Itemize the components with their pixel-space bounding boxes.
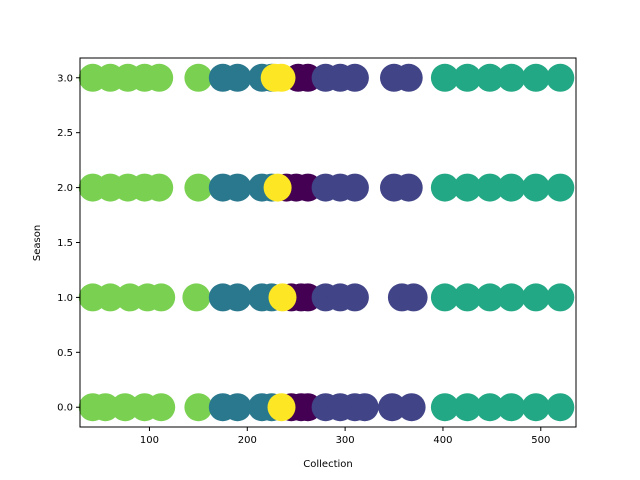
scatter-point-teal (521, 283, 550, 312)
scatter-point-teal (453, 283, 482, 312)
y-axis: 0.0 0.5 1.0 1.5 2.0 2.5 3.0 (57, 73, 80, 414)
scatter-point-teal (521, 173, 550, 202)
scatter-point-teal (521, 63, 550, 92)
scatter-point-teal (475, 393, 504, 422)
scatter-point-teal (430, 173, 459, 202)
scatter-point-yellow (267, 393, 296, 422)
scatter-point-teal (475, 173, 504, 202)
scatter-point-teal (546, 393, 575, 422)
x-axis: 100 200 300 400 500 (140, 427, 550, 446)
y-tick-label: 3.0 (57, 73, 73, 84)
y-tick-label: 1.0 (57, 293, 73, 304)
scatter-point-indigo (340, 283, 369, 312)
scatter-point-light_green (147, 393, 176, 422)
points-layer (78, 63, 575, 422)
scatter-point-light_green (184, 393, 213, 422)
scatter-point-teal (497, 393, 526, 422)
x-tick-label: 100 (140, 435, 159, 446)
scatter-point-blue (223, 63, 252, 92)
scatter-point-light_green (184, 173, 213, 202)
scatter-point-indigo (397, 393, 426, 422)
scatter-point-teal (430, 283, 459, 312)
scatter-point-teal (453, 393, 482, 422)
scatter-point-teal (430, 393, 459, 422)
scatter-point-indigo (378, 393, 407, 422)
scatter-point-yellow (268, 283, 297, 312)
y-tick-label: 0.5 (57, 348, 73, 359)
x-tick-label: 500 (531, 435, 550, 446)
scatter-point-light_green (145, 63, 174, 92)
scatter-point-blue (223, 393, 252, 422)
scatter-point-light_green (184, 63, 213, 92)
scatter-point-teal (430, 63, 459, 92)
scatter-point-light_green (96, 283, 125, 312)
scatter-point-blue (223, 173, 252, 202)
scatter-point-indigo (399, 283, 428, 312)
scatter-point-teal (475, 63, 504, 92)
y-tick-label: 2.0 (57, 183, 73, 194)
y-axis-label: Season (32, 225, 43, 261)
scatter-point-light_green (145, 173, 174, 202)
y-tick-label: 2.5 (57, 128, 73, 139)
scatter-point-teal (497, 63, 526, 92)
scatter-point-indigo (394, 63, 423, 92)
x-tick-label: 300 (336, 435, 355, 446)
x-axis-label: Collection (303, 459, 352, 470)
scatter-point-teal (546, 173, 575, 202)
scatter-point-teal (453, 173, 482, 202)
scatter-point-teal (475, 283, 504, 312)
scatter-point-light_green (147, 283, 176, 312)
scatter-point-teal (521, 393, 550, 422)
scatter-point-light_green (111, 393, 139, 422)
scatter-point-teal (546, 63, 575, 92)
scatter-point-teal (497, 283, 526, 312)
scatter-point-indigo (340, 173, 369, 202)
scatter-point-yellow (267, 63, 296, 92)
scatter-point-indigo (340, 63, 369, 92)
scatter-point-blue (223, 283, 252, 312)
scatter-point-teal (497, 173, 526, 202)
scatter-point-indigo (394, 173, 423, 202)
x-tick-label: 200 (238, 435, 257, 446)
scatter-point-yellow (263, 173, 292, 202)
scatter-point-light_green (182, 283, 211, 312)
y-tick-label: 0.0 (57, 403, 73, 414)
y-tick-label: 1.5 (57, 238, 73, 249)
scatter-point-teal (453, 63, 482, 92)
scatter-point-light_green (91, 393, 120, 422)
scatter-point-indigo (350, 393, 379, 422)
x-tick-label: 400 (433, 435, 452, 446)
scatter-point-teal (546, 283, 575, 312)
